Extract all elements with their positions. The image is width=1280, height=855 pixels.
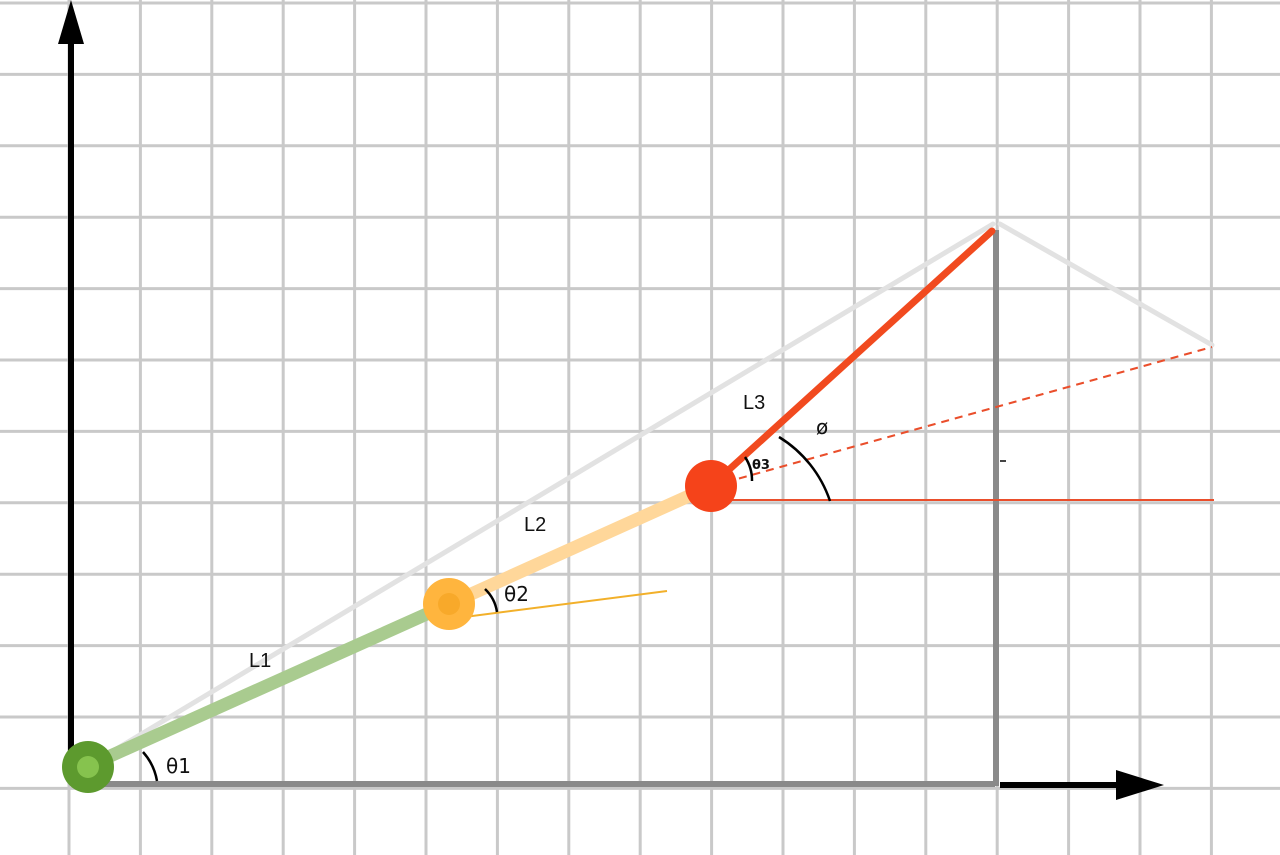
link-1 [81,597,456,773]
theta3-arc [743,456,754,482]
joint-3 [685,460,737,512]
dashed-reference-line [711,346,1213,487]
ghost-line-apex-to-right [997,221,1215,348]
y-axis-arrow-icon [58,0,84,44]
joint-2-center [438,593,460,615]
link-3-label: L3 [743,392,765,414]
theta2-arc [484,588,499,613]
theta2-reference-line [448,590,668,620]
phi-arc [778,435,832,502]
link-2-label: L2 [524,514,546,536]
joint-1-center [77,756,99,778]
x-axis-arrow-icon [1116,770,1164,800]
phi-label: ø [816,415,828,439]
theta3-label: θ3 [752,458,770,473]
link-2 [442,479,718,611]
theta1-label: θ1 [166,754,191,778]
theta2-label: θ2 [504,582,529,606]
link-1-label: L1 [249,650,271,672]
theta1-arc [142,751,159,782]
link-3 [707,227,996,490]
ghost-line-base-to-apex [85,221,996,769]
